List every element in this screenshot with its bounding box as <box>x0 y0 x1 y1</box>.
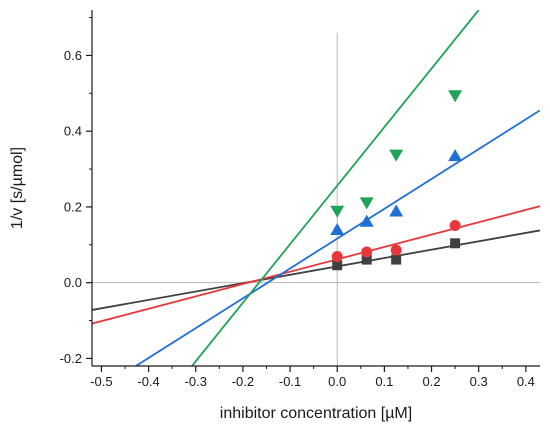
x-tick-label: 0.4 <box>517 374 535 389</box>
data-point-square <box>361 254 372 265</box>
x-tick-label: 0.2 <box>422 374 440 389</box>
data-point-triangle-down <box>448 90 463 103</box>
fit-lines <box>92 10 540 366</box>
data-markers <box>330 90 463 271</box>
y-tick-label: 0.4 <box>64 124 82 139</box>
y-tick-label: 0.0 <box>64 275 82 290</box>
x-tick-label: -0.4 <box>137 374 159 389</box>
x-tick-label: -0.1 <box>279 374 301 389</box>
x-tick-label: -0.5 <box>90 374 112 389</box>
x-ticks: -0.5 -0.4 -0.3 -0.2 -0.1 0.0 0.1 0.2 0.3 0.4 <box>90 366 535 389</box>
y-tick-label: 0.6 <box>64 48 82 63</box>
data-point-square <box>332 260 343 271</box>
y-tick-label: 0.2 <box>64 199 82 214</box>
x-tick-label: -0.3 <box>185 374 207 389</box>
data-point-triangle-up <box>359 214 374 227</box>
x-tick-label: 0.3 <box>470 374 488 389</box>
data-point-square <box>450 238 461 249</box>
data-point-triangle-up <box>448 149 463 162</box>
reference-lines <box>92 32 540 366</box>
fit-line-square <box>92 229 540 311</box>
data-point-circle <box>361 246 373 258</box>
data-point-triangle-down <box>330 205 345 218</box>
y-tick-label: -0.2 <box>60 351 82 366</box>
axes <box>91 10 540 367</box>
x-axis-title: inhibitor concentration [µM] <box>220 405 412 422</box>
data-point-triangle-up <box>389 204 404 217</box>
data-point-circle <box>449 219 461 231</box>
x-tick-label: -0.2 <box>232 374 254 389</box>
y-ticks: -0.2 0.0 0.2 0.4 0.6 <box>60 17 92 366</box>
x-tick-label: 0.0 <box>328 374 346 389</box>
x-tick-label: 0.1 <box>375 374 393 389</box>
fit-line-circle <box>92 205 540 325</box>
fit-line-triangle-down <box>191 10 480 366</box>
y-axis-title: 1/v [s/µmol] <box>9 147 26 229</box>
data-point-triangle-down <box>359 197 374 210</box>
data-point-circle <box>390 244 402 256</box>
data-point-square <box>391 254 402 265</box>
data-point-triangle-up <box>330 223 345 236</box>
data-point-triangle-down <box>389 149 404 162</box>
fit-line-triangle-up <box>135 109 540 366</box>
data-point-circle <box>331 251 343 263</box>
